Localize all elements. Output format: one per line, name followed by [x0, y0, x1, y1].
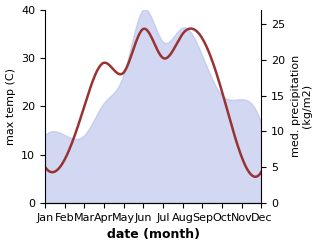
Y-axis label: med. precipitation
(kg/m2): med. precipitation (kg/m2) — [291, 55, 313, 158]
X-axis label: date (month): date (month) — [107, 228, 200, 242]
Y-axis label: max temp (C): max temp (C) — [5, 68, 16, 145]
